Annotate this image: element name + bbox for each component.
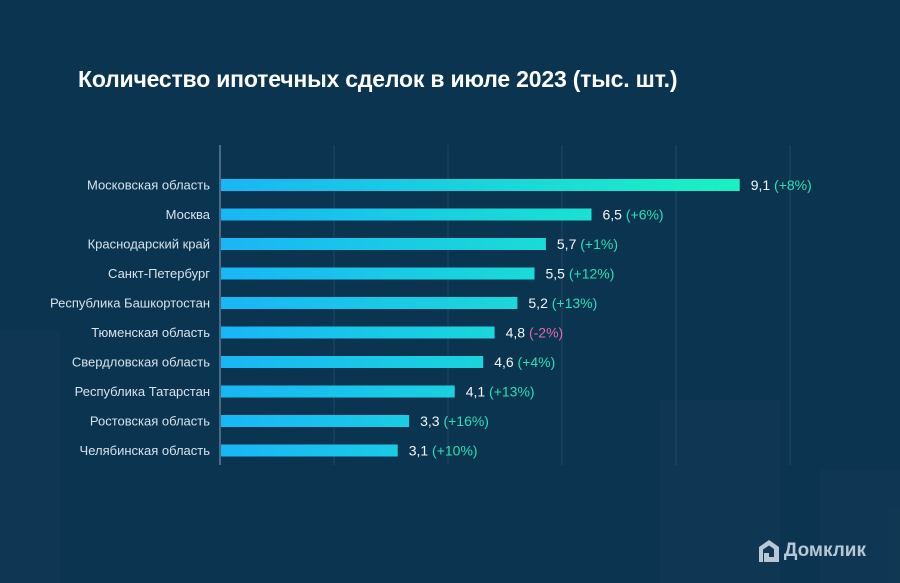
value-label: 5,7 (+1%) <box>557 236 618 252</box>
category-label: Московская область <box>87 178 210 193</box>
value-number: 9,1 <box>751 177 774 193</box>
bar <box>221 208 592 221</box>
change-label: (+16%) <box>443 413 489 429</box>
value-number: 6,5 <box>603 207 626 223</box>
value-label: 6,5 (+6%) <box>603 207 664 223</box>
bars <box>221 179 740 457</box>
value-label: 5,5 (+12%) <box>546 266 615 282</box>
value-label: 4,1 (+13%) <box>466 384 535 400</box>
category-label: Москва <box>166 207 211 222</box>
category-label: Ростовская область <box>90 414 210 429</box>
bar <box>221 179 740 191</box>
value-number: 4,6 <box>494 354 517 370</box>
value-number: 5,5 <box>546 266 569 282</box>
bar <box>221 297 518 309</box>
brand-logo: Домклик <box>758 539 866 563</box>
category-label: Челябинская область <box>80 443 211 458</box>
bar <box>221 267 535 280</box>
value-label: 4,8 (-2%) <box>506 325 564 341</box>
bar <box>221 385 455 398</box>
change-label: (+10%) <box>432 443 478 459</box>
category-label: Свердловская область <box>72 355 210 370</box>
value-label: 9,1 (+8%) <box>751 177 812 193</box>
value-number: 3,1 <box>409 443 432 459</box>
value-label: 3,3 (+16%) <box>420 413 489 429</box>
change-label: (+8%) <box>774 177 812 193</box>
house-logo-icon <box>758 539 780 563</box>
value-number: 4,1 <box>466 384 489 400</box>
change-label: (+4%) <box>518 354 556 370</box>
category-label: Краснодарский край <box>88 237 210 252</box>
category-label: Тюменская область <box>91 325 210 340</box>
value-label: 3,1 (+10%) <box>409 443 478 459</box>
value-number: 4,8 <box>506 325 529 341</box>
bar <box>221 326 495 339</box>
chart-title: Количество ипотечных сделок в июле 2023 … <box>78 66 678 92</box>
bar <box>221 238 546 250</box>
change-label: (+13%) <box>489 384 535 400</box>
brand-name: Домклик <box>783 540 866 561</box>
change-label: (+6%) <box>626 207 664 223</box>
category-label: Республика Башкортостан <box>50 296 210 311</box>
category-label: Республика Татарстан <box>75 384 210 399</box>
change-label: (+13%) <box>552 295 598 311</box>
change-label: (-2%) <box>529 325 563 341</box>
labels: Московская область 9,1 (+8%) Москва 6,5 (+6… <box>50 177 812 459</box>
bar <box>221 444 398 457</box>
bar <box>221 356 484 368</box>
bar <box>221 415 410 427</box>
value-label: 4,6 (+4%) <box>494 354 555 370</box>
value-number: 3,3 <box>420 413 443 429</box>
value-label: 5,2 (+13%) <box>528 295 597 311</box>
value-number: 5,2 <box>528 295 551 311</box>
category-label: Санкт-Петербург <box>108 266 210 281</box>
change-label: (+1%) <box>580 236 618 252</box>
value-number: 5,7 <box>557 236 580 252</box>
change-label: (+12%) <box>569 266 615 282</box>
